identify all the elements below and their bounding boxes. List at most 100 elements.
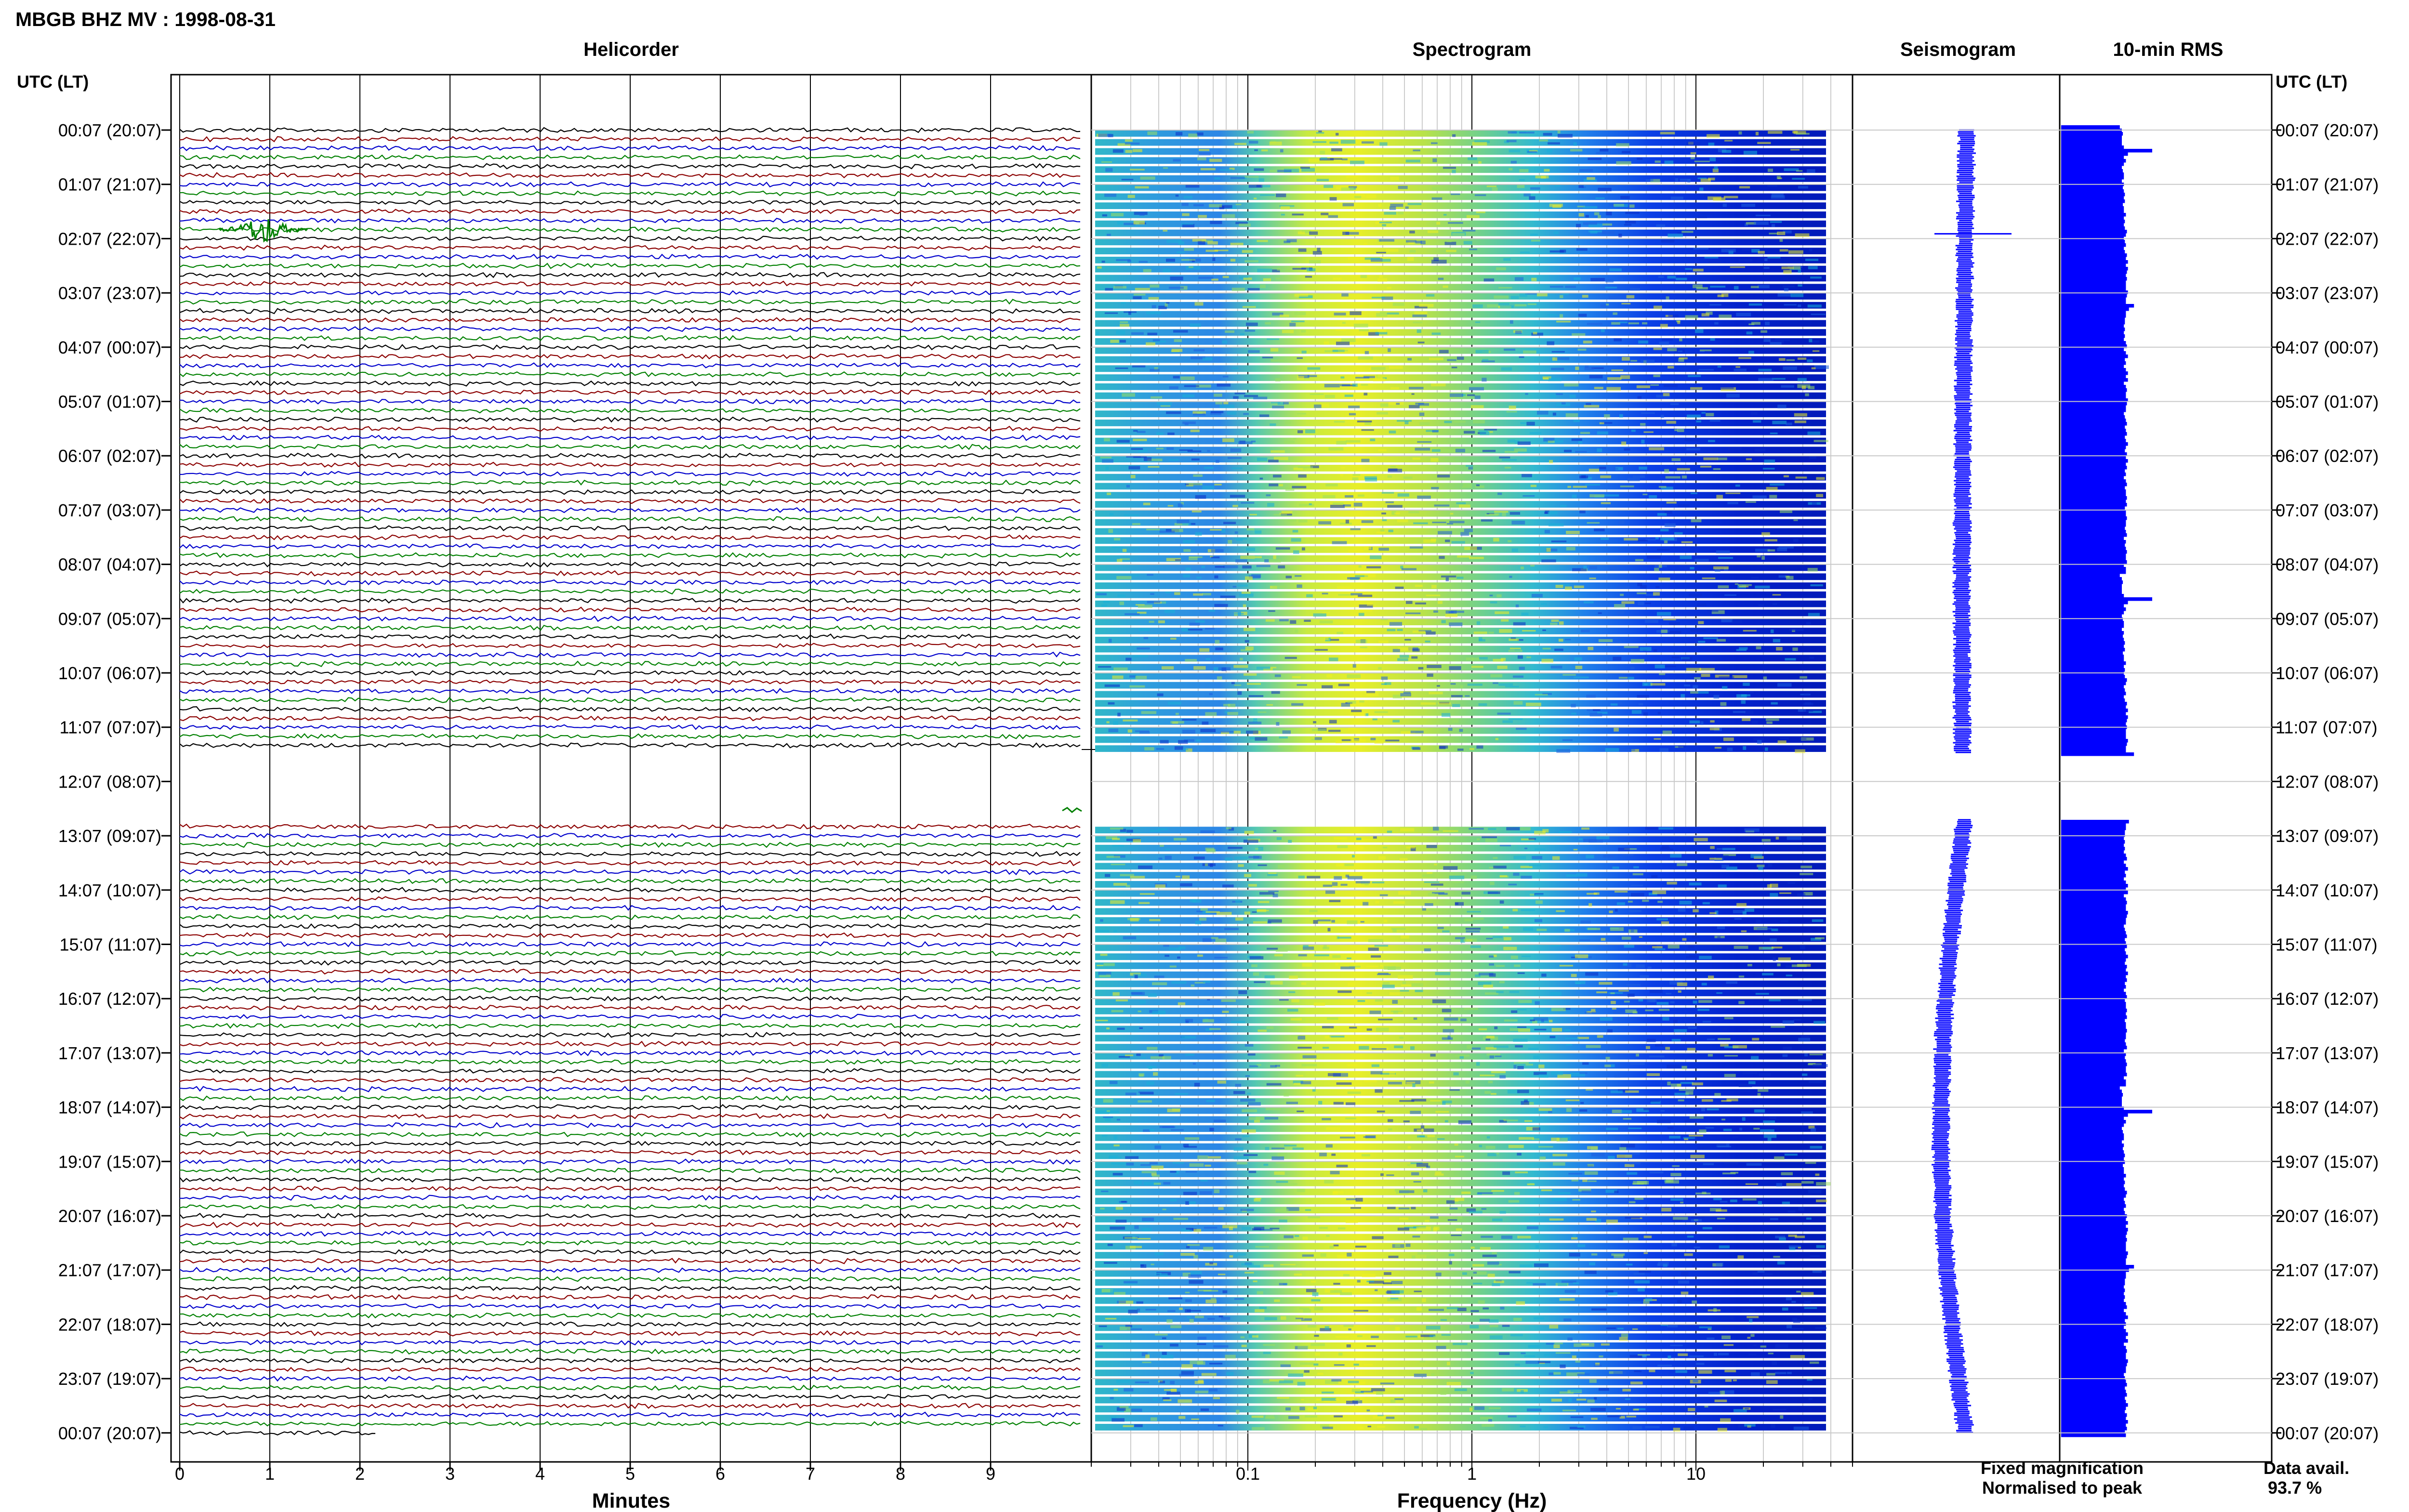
spectrogram-speckle: [1785, 576, 1790, 578]
spectrogram-speckle: [1509, 991, 1520, 993]
spectrogram-speckle: [1441, 583, 1451, 587]
spectrogram-speckle: [1587, 928, 1601, 931]
spectrogram-speckle: [1244, 874, 1251, 877]
rms-bar: [2061, 1339, 2128, 1343]
rms-bars: [2061, 125, 2152, 1437]
spectrogram-speckle: [1757, 740, 1762, 744]
spectrogram-speckle: [1628, 901, 1633, 903]
rms-bar: [2061, 1083, 2126, 1087]
spectrogram-speckle: [1179, 1307, 1183, 1310]
spectrogram-speckle: [1162, 1209, 1166, 1210]
seismogram-panel: [1852, 74, 2061, 1463]
spectrogram-speckle: [1552, 412, 1556, 416]
spectrogram-speckle: [1394, 1398, 1403, 1400]
rms-bar: [2061, 152, 2128, 156]
rms-bar: [2061, 877, 2124, 881]
rms-bar: [2061, 385, 2126, 389]
spectrogram-speckle: [1493, 658, 1504, 662]
spectrogram-speckle: [1670, 197, 1683, 199]
spectrogram-speckle: [1155, 884, 1165, 888]
spectrogram-speckle: [1751, 249, 1760, 253]
spectrogram-speckle: [1348, 1328, 1351, 1330]
spectrogram-speckle: [1502, 720, 1513, 723]
spectrogram-speckle: [1807, 1379, 1813, 1381]
spectrogram-speckle: [1251, 440, 1256, 443]
spectrogram-speckle: [1801, 1111, 1813, 1114]
spectrogram-speckle: [1452, 704, 1460, 708]
spectrogram-speckle: [1718, 884, 1727, 888]
spectrogram-speckle: [1552, 357, 1558, 361]
spectrogram-speckle: [1348, 1381, 1359, 1383]
spectrogram-speckle: [1385, 739, 1400, 742]
spectrogram-speckle: [1295, 575, 1302, 577]
spectrogram-speckle: [1559, 831, 1572, 833]
spectrogram-speckle: [1460, 939, 1465, 943]
spectrogram-speckle: [1134, 1424, 1143, 1427]
rms-bar: [2061, 1106, 2124, 1110]
helicorder-trace-line: [179, 588, 1081, 595]
helicorder-trace-line: [179, 1004, 1081, 1011]
rms-bar: [2061, 402, 2127, 406]
spectrogram-speckle: [1508, 1200, 1520, 1203]
spectrogram-speckle: [1314, 1335, 1319, 1337]
spectrogram-speckle: [1655, 1044, 1664, 1047]
spectrogram-speckle: [1461, 892, 1470, 895]
row-label-left: 10:07 (06:07): [58, 663, 161, 683]
spectrogram-speckle: [1275, 277, 1281, 279]
spectrogram-speckle: [1455, 902, 1458, 905]
spectrogram-speckle: [1502, 512, 1506, 516]
spectrogram-speckle: [1783, 230, 1792, 234]
spectrogram-speckle: [1213, 1397, 1220, 1399]
spectrogram-speckle: [1323, 884, 1332, 887]
spectrogram-speckle: [1580, 432, 1590, 434]
spectrogram-speckle: [1670, 854, 1682, 858]
spectrogram-band: [1095, 636, 1826, 644]
spectrogram-speckle: [1688, 1026, 1697, 1029]
rms-bar: [2061, 1292, 2124, 1296]
rms-bar: [2061, 692, 2126, 696]
spectrogram-speckle: [1345, 520, 1350, 524]
spectrogram-speckle: [1111, 864, 1125, 866]
spectrogram-speckle: [1337, 936, 1351, 939]
spectrogram-speckle: [1306, 1288, 1317, 1292]
spectrogram-speckle: [1253, 921, 1267, 924]
spectrogram-speckle: [1149, 1129, 1154, 1131]
rms-bar: [2061, 398, 2128, 402]
spectrogram-speckle: [1758, 378, 1774, 381]
spectrogram-speckle: [1147, 459, 1163, 461]
spectrogram-speckle: [1644, 619, 1658, 623]
rms-bar: [2061, 621, 2124, 625]
spectrogram-speckle: [1452, 134, 1456, 137]
spectrogram-speckle: [1557, 130, 1561, 134]
spectrogram-speckle: [1551, 1008, 1566, 1012]
spectrogram-speckle: [1348, 727, 1356, 730]
spectrogram-speckle: [1284, 657, 1297, 659]
spectrogram-speckle: [1589, 375, 1603, 379]
rms-bar: [2061, 324, 2124, 328]
spectrogram-speckle: [1623, 963, 1628, 966]
rms-bar: [2061, 297, 2126, 301]
spectrogram-speckle: [1584, 367, 1594, 370]
spectrogram-speckle: [1342, 322, 1346, 324]
spectrogram-speckle: [1494, 511, 1509, 513]
rms-bar: [2061, 243, 2126, 247]
spectrogram-speckle: [1247, 288, 1260, 291]
spectrogram-speckle: [1249, 737, 1255, 740]
spectrogram-speckle: [1792, 178, 1805, 180]
spectrogram-speckle: [1563, 1008, 1571, 1010]
spectrogram-speckle: [1170, 1129, 1184, 1131]
spectrogram-speckle: [1751, 720, 1758, 724]
spectrogram-speckle: [1188, 1274, 1201, 1278]
spectrogram-speckle: [1587, 522, 1600, 524]
spectrogram-speckle: [1270, 1065, 1277, 1068]
spectrogram-speckle: [1713, 468, 1721, 470]
spectrogram-speckle: [1238, 441, 1253, 445]
rms-bar: [2061, 1420, 2128, 1424]
helicorder-trace-line: [179, 362, 1081, 368]
spectrogram-speckle: [1534, 1263, 1549, 1267]
spectrogram-speckle: [1573, 420, 1580, 422]
spectrogram-speckle: [1687, 1236, 1694, 1238]
spectrogram-speckle: [1778, 957, 1791, 961]
spectrogram-speckle: [1514, 277, 1524, 281]
